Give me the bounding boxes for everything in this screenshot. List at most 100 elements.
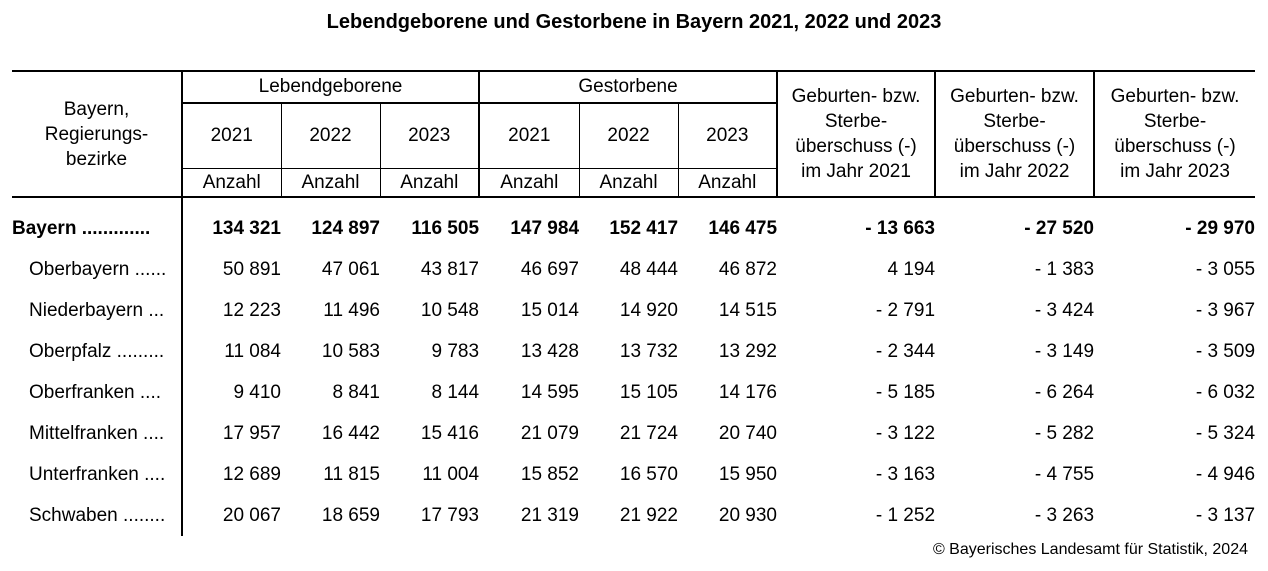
statistics-table: Bayern, Regierungs- bezirke Lebendgebore… — [12, 70, 1256, 536]
births-value: 8 144 — [431, 381, 480, 403]
region-label: Unterfranken .... — [12, 454, 183, 495]
surplus-header-line: Geburten- bzw. — [1110, 86, 1240, 107]
surplus-value: - 13 663 — [865, 217, 936, 239]
surplus-header-line: im Jahr 2022 — [959, 161, 1070, 182]
deaths-year-header: 2021 — [479, 103, 580, 169]
births-value: 134 321 — [212, 217, 281, 239]
births-value: 47 061 — [321, 258, 380, 280]
deaths-value: 21 724 — [619, 422, 679, 444]
deaths-value: 146 475 — [708, 217, 778, 239]
births-value: 11 084 — [224, 340, 281, 362]
table-row: Oberbayern ...... 50 891 47 061 43 817 46 69… — [12, 249, 1255, 290]
births-value: 116 505 — [411, 217, 480, 239]
deaths-value: 14 595 — [520, 381, 580, 403]
table-row: Niederbayern ... 12 223 11 496 10 548 15 014… — [12, 290, 1255, 331]
surplus-value: - 3 424 — [1034, 299, 1095, 321]
deaths-value: 13 292 — [718, 340, 778, 362]
deaths-value: 48 444 — [619, 258, 679, 280]
births-year-header: 2023 — [380, 103, 481, 169]
region-label: Bayern ............. — [12, 197, 183, 249]
surplus-value: - 3 055 — [1195, 258, 1256, 280]
table-row: Oberfranken .... 9 410 8 841 8 144 14 595 15 … — [12, 372, 1255, 413]
surplus-header-line: Sterbe- — [824, 111, 888, 132]
table-body: Bayern ............. 134 321 124 897 116 50… — [12, 197, 1255, 536]
deaths-value: 152 417 — [609, 217, 679, 239]
stub-header-line: bezirke — [65, 148, 128, 170]
surplus-2023-header: Geburten- bzw. Sterbe- überschuss (-) im… — [1094, 70, 1256, 198]
deaths-value: 13 428 — [520, 340, 580, 362]
births-year-header: 2022 — [281, 103, 381, 169]
births-value: 11 815 — [323, 463, 380, 485]
births-value: 8 841 — [332, 381, 380, 403]
table-row: Bayern ............. 134 321 124 897 116 50… — [12, 197, 1255, 249]
deaths-value: 14 515 — [718, 299, 778, 321]
surplus-header-line: überschuss (-) — [795, 136, 917, 157]
region-label: Oberfranken .... — [12, 372, 183, 413]
surplus-header-line: überschuss (-) — [1114, 136, 1236, 157]
deaths-group-header: Gestorbene — [479, 70, 779, 104]
surplus-2022-header: Geburten- bzw. Sterbe- überschuss (-) im… — [935, 70, 1096, 198]
deaths-value: 14 920 — [619, 299, 679, 321]
surplus-value: - 5 282 — [1034, 422, 1095, 444]
surplus-value: - 4 946 — [1195, 463, 1256, 485]
table-row: Mittelfranken .... 17 957 16 442 15 416 21 0… — [12, 413, 1255, 454]
surplus-header-line: Geburten- bzw. — [950, 86, 1079, 107]
surplus-value: - 3 122 — [875, 422, 936, 444]
surplus-value: - 5 324 — [1195, 422, 1256, 444]
surplus-value: - 29 970 — [1185, 217, 1256, 239]
surplus-value: - 6 032 — [1195, 381, 1256, 403]
surplus-value: - 3 967 — [1195, 299, 1256, 321]
unit-header: Anzahl — [479, 168, 580, 198]
surplus-header-line: im Jahr 2021 — [801, 161, 911, 182]
surplus-value: - 3 163 — [875, 463, 936, 485]
deaths-value: 46 697 — [520, 258, 580, 280]
deaths-value: 15 950 — [718, 463, 778, 485]
births-year-header: 2021 — [182, 103, 282, 169]
births-group-header: Lebendgeborene — [182, 70, 481, 104]
unit-header: Anzahl — [678, 168, 779, 198]
deaths-value: 21 922 — [619, 504, 679, 526]
births-value: 10 583 — [321, 340, 380, 362]
surplus-value: - 2 344 — [875, 340, 936, 362]
surplus-value: - 2 791 — [875, 299, 936, 321]
deaths-value: 15 105 — [619, 381, 679, 403]
births-value: 12 223 — [222, 299, 281, 321]
surplus-header-line: im Jahr 2023 — [1120, 161, 1230, 182]
births-value: 12 689 — [222, 463, 281, 485]
surplus-value: - 27 520 — [1024, 217, 1095, 239]
births-value: 20 067 — [222, 504, 281, 526]
births-value: 17 957 — [222, 422, 281, 444]
deaths-value: 20 930 — [718, 504, 778, 526]
deaths-value: 20 740 — [718, 422, 778, 444]
surplus-header-line: Sterbe- — [1143, 111, 1207, 132]
surplus-value: - 1 383 — [1034, 258, 1095, 280]
stub-header: Bayern, Regierungs- bezirke — [12, 70, 183, 198]
deaths-year-header: 2023 — [678, 103, 779, 169]
deaths-value: 15 014 — [520, 299, 580, 321]
deaths-value: 147 984 — [510, 217, 580, 239]
births-value: 18 659 — [321, 504, 380, 526]
region-label: Niederbayern ... — [12, 290, 183, 331]
surplus-value: - 3 149 — [1034, 340, 1095, 362]
table-row: Unterfranken .... 12 689 11 815 11 004 15 85… — [12, 454, 1255, 495]
unit-header: Anzahl — [182, 168, 282, 198]
surplus-2021-header: Geburten- bzw. Sterbe- überschuss (-) im… — [777, 70, 937, 198]
births-value: 11 496 — [323, 299, 380, 321]
surplus-value: - 3 263 — [1034, 504, 1095, 526]
deaths-value: 21 319 — [520, 504, 580, 526]
region-label: Oberbayern ...... — [12, 249, 183, 290]
births-value: 15 416 — [420, 422, 480, 444]
births-value: 11 004 — [422, 463, 480, 485]
deaths-value: 13 732 — [619, 340, 679, 362]
table-row: Oberpfalz ......... 11 084 10 583 9 783 13 4… — [12, 331, 1255, 372]
deaths-year-header: 2022 — [579, 103, 679, 169]
region-label: Oberpfalz ......... — [12, 331, 183, 372]
deaths-value: 15 852 — [520, 463, 580, 485]
births-value: 10 548 — [420, 299, 480, 321]
deaths-value: 46 872 — [718, 258, 778, 280]
region-label: Schwaben ........ — [12, 495, 183, 536]
deaths-value: 14 176 — [718, 381, 778, 403]
region-label: Mittelfranken .... — [12, 413, 183, 454]
unit-header: Anzahl — [380, 168, 481, 198]
births-value: 124 897 — [311, 217, 380, 239]
